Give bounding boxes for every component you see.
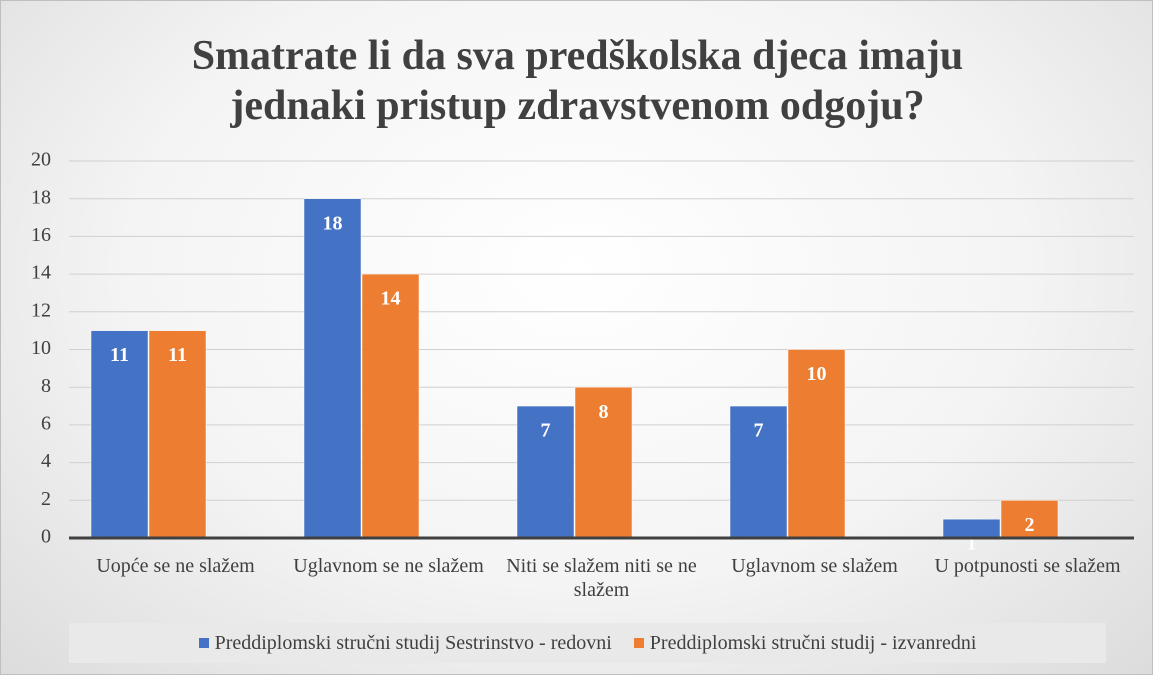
y-tick-label: 8 xyxy=(41,375,51,397)
data-label: 7 xyxy=(541,420,551,442)
x-tick-label: Niti se slažem niti se ne slažem xyxy=(506,555,697,601)
x-tick-label: Uglavnom se slažem xyxy=(731,555,898,577)
data-label: 11 xyxy=(168,344,187,366)
y-tick-label: 0 xyxy=(41,526,51,548)
y-tick-label: 2 xyxy=(41,488,51,510)
bar xyxy=(303,198,362,539)
data-label: 7 xyxy=(754,420,764,442)
data-label: 11 xyxy=(110,344,129,366)
x-tick-label: Uopće se ne slažem xyxy=(96,555,255,577)
y-tick-label: 4 xyxy=(41,450,51,472)
bar xyxy=(574,386,633,539)
bar xyxy=(787,349,846,539)
x-tick-label: U potpunosti se slažem xyxy=(934,555,1121,577)
legend-swatch xyxy=(633,638,644,648)
bar xyxy=(516,405,575,539)
chart-title: Smatrate li da sva predškolska djeca ima… xyxy=(191,33,964,129)
y-tick-label: 12 xyxy=(31,299,51,321)
bar xyxy=(361,273,420,539)
legend: Preddiplomski stručni studij Sestrinstvo… xyxy=(69,623,1106,663)
legend-label: Preddiplomski stručni studij Sestrinstvo… xyxy=(214,631,612,654)
data-label: 10 xyxy=(807,363,827,385)
data-label: 2 xyxy=(1025,514,1035,536)
legend-label: Preddiplomski stručni studij - izvanredn… xyxy=(649,631,977,654)
data-label: 14 xyxy=(381,288,401,310)
y-tick-label: 18 xyxy=(31,186,51,208)
y-tick-label: 10 xyxy=(31,337,51,359)
data-label: 8 xyxy=(599,401,609,423)
legend-swatch xyxy=(198,638,209,648)
y-tick-label: 6 xyxy=(41,412,51,434)
bar xyxy=(90,330,149,539)
bar xyxy=(1000,500,1059,539)
x-tick-label: Uglavnom se ne slažem xyxy=(293,555,484,577)
data-label: 18 xyxy=(323,212,343,234)
y-tick-label: 16 xyxy=(31,224,51,246)
bar xyxy=(148,330,207,539)
y-tick-label: 20 xyxy=(31,149,51,171)
legend-item: Preddiplomski stručni studij - izvanredn… xyxy=(633,631,977,655)
data-label: 1 xyxy=(967,533,977,555)
legend-item: Preddiplomski stručni studij Sestrinstvo… xyxy=(198,631,612,655)
y-tick-label: 14 xyxy=(31,262,51,284)
